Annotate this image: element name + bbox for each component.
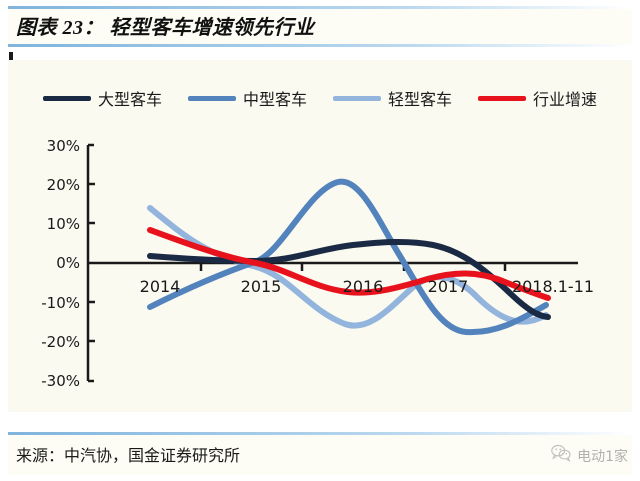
footer-rule (8, 432, 632, 435)
legend-item-medium-bus[interactable]: 中型客车 (187, 86, 307, 110)
y-tick-label: 0% (56, 254, 80, 272)
title-marker (9, 52, 13, 66)
legend-swatch-icon (187, 95, 236, 101)
title-band (8, 6, 632, 46)
x-tick-label: 2017 (428, 277, 469, 296)
legend-swatch-icon (333, 95, 381, 101)
series-line-industry-growth (147, 227, 551, 301)
legend-swatch-icon (42, 95, 91, 101)
x-tick-label: 2018.1-11 (512, 277, 594, 296)
x-tick-label: 2014 (140, 277, 181, 296)
source-note: 来源：中汽协，国金证券研究所 (16, 448, 241, 465)
chart-legend: 大型客车 中型客车 轻型客车 行业增速 (8, 86, 632, 110)
wechat-icon (551, 444, 571, 467)
series-line-light-bus (147, 205, 549, 329)
x-tick-label: 2016 (343, 277, 384, 296)
y-tick-label: -30% (41, 372, 80, 390)
y-axis-ticks (88, 182, 95, 343)
y-tick-label: -20% (41, 333, 80, 351)
legend-swatch-icon (478, 95, 527, 101)
y-tick-label: 10% (47, 215, 80, 233)
legend-item-large-bus[interactable]: 大型客车 (42, 86, 162, 110)
y-tick-label: 20% (47, 176, 80, 194)
page-title: 图表 23： 轻型客车增速领先行业 (16, 17, 315, 39)
watermark-label: 电动1家 (577, 448, 628, 465)
legend-item-industry-growth[interactable]: 行业增速 (478, 86, 597, 110)
legend-item-label: 中型客车 (242, 90, 307, 109)
legend-item-label: 大型客车 (97, 90, 162, 109)
series-line-medium-bus (147, 178, 549, 336)
footer-band (8, 435, 632, 475)
line-chart: 30% 20% 10% 0% -10% -20% -30% (41, 137, 594, 390)
y-tick-label: -10% (41, 294, 80, 312)
title-bottom-rule (8, 44, 632, 47)
title-top-rule (8, 6, 632, 9)
x-tick-label: 2015 (241, 277, 282, 296)
chart-panel: 大型客车 中型客车 轻型客车 行业增速 (8, 60, 632, 412)
legend-item-label: 轻型客车 (388, 90, 453, 109)
y-tick-label: 30% (47, 137, 80, 155)
legend-item-light-bus[interactable]: 轻型客车 (333, 86, 452, 110)
legend-item-label: 行业增速 (533, 90, 598, 109)
x-axis-labels: 2014 2015 2016 2017 2018.1-11 (140, 277, 594, 296)
watermark: 电动1家 (551, 444, 628, 467)
y-axis-labels: 30% 20% 10% 0% -10% -20% -30% (41, 137, 80, 390)
